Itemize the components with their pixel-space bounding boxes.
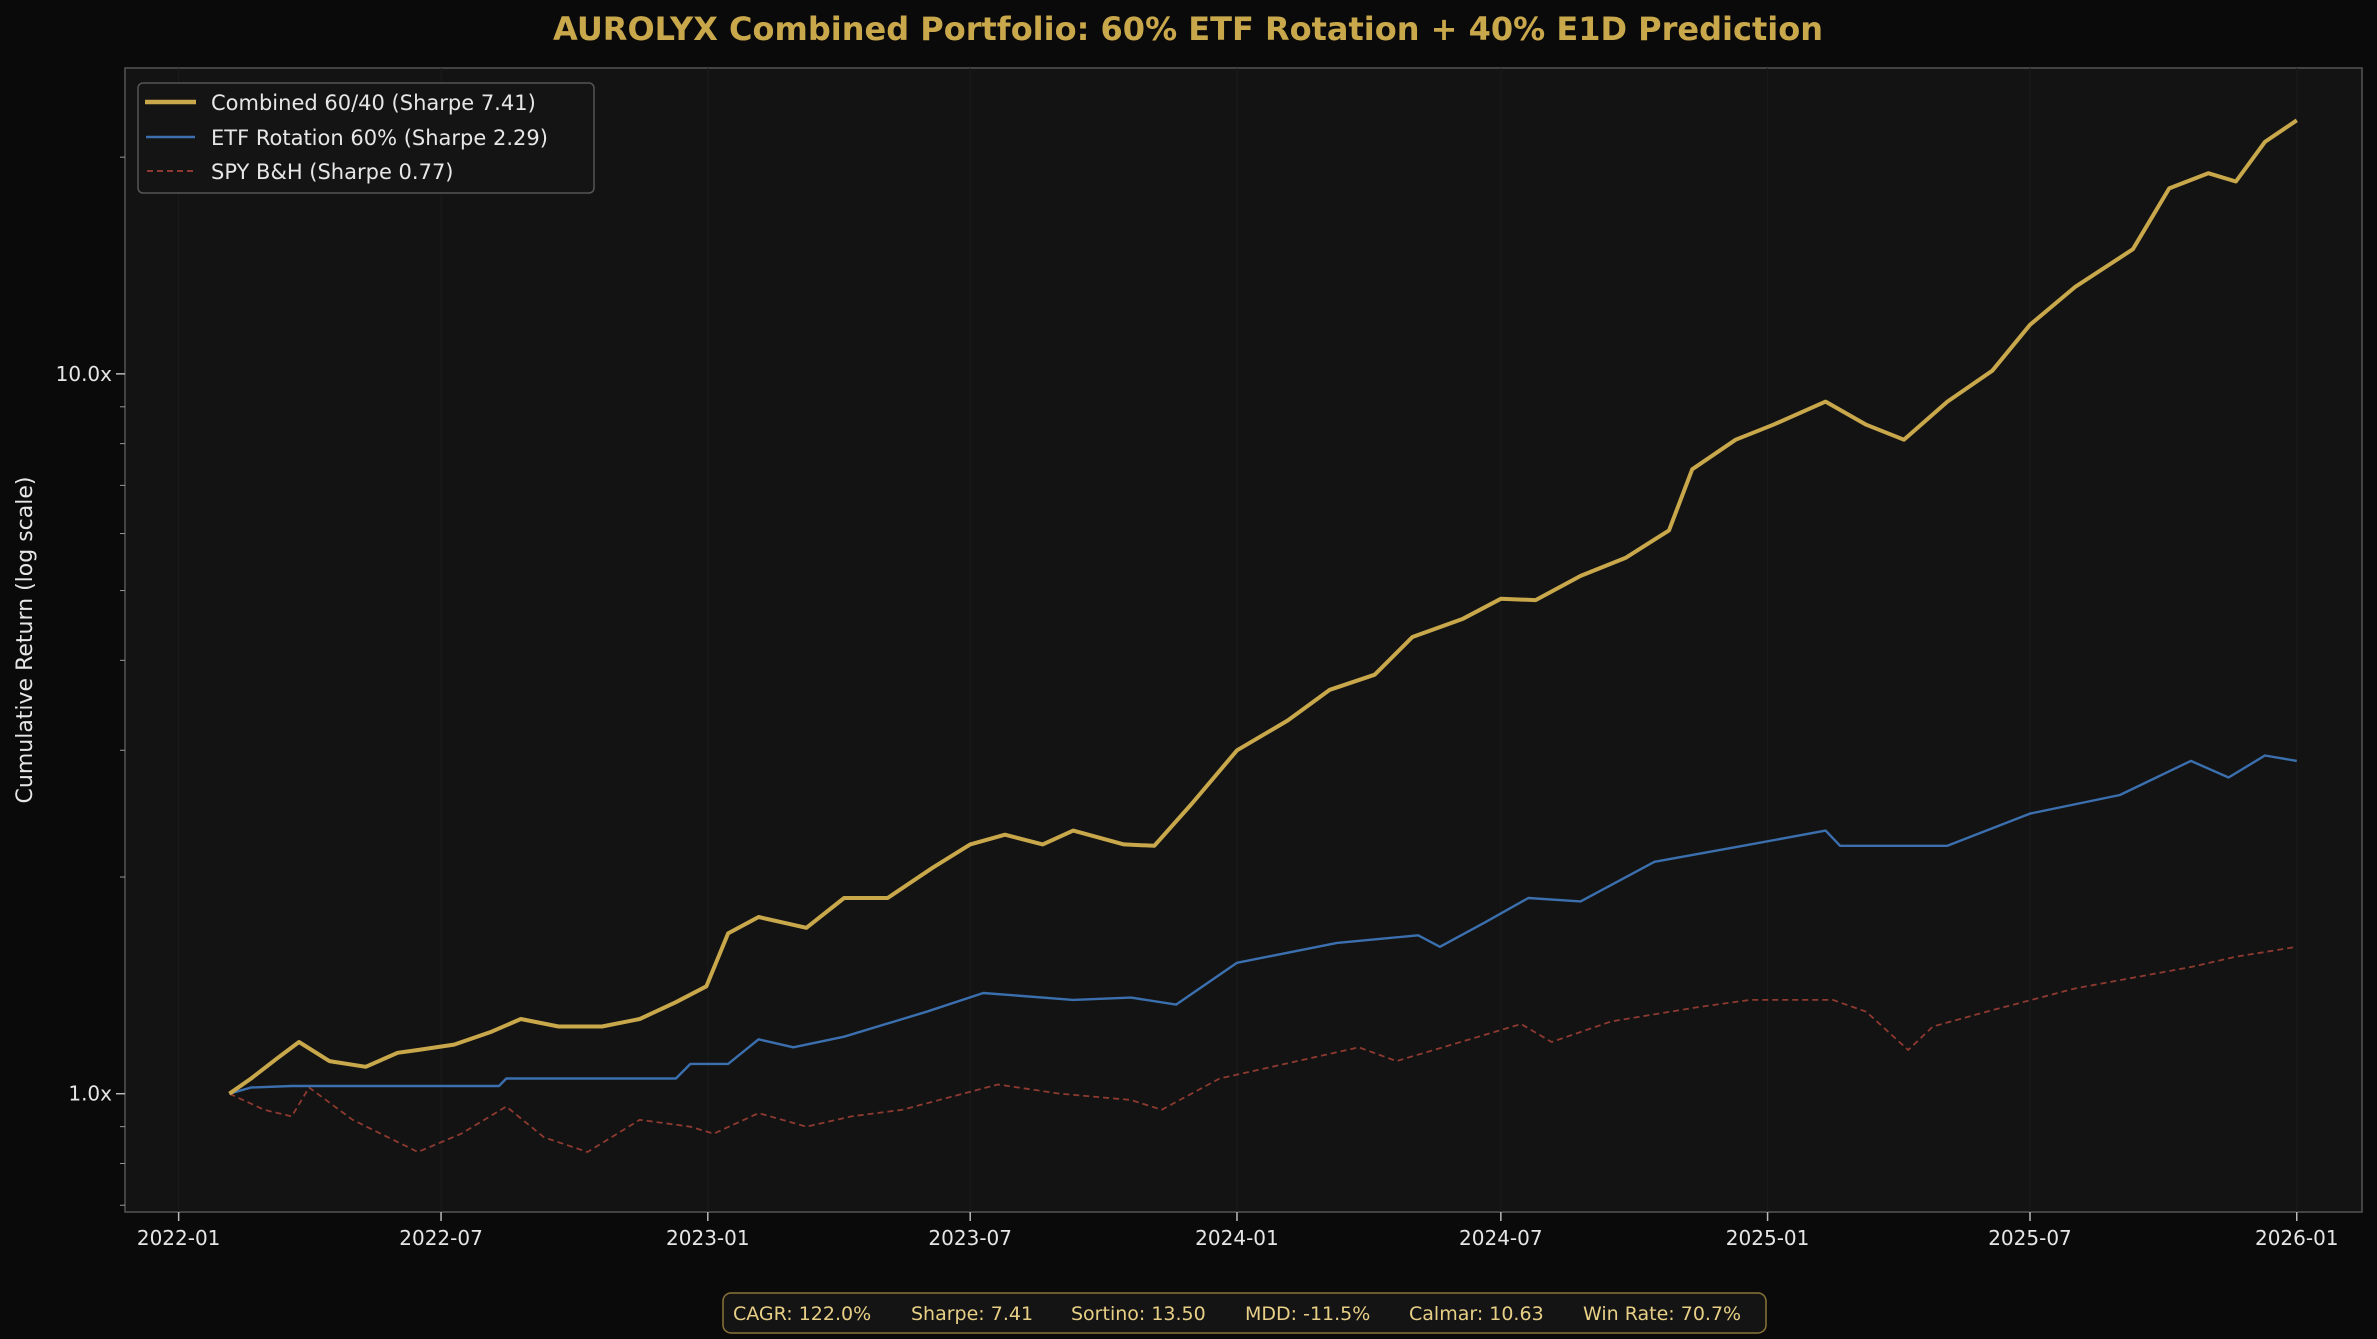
y-axis: 1.0x 10.0x: [56, 156, 125, 1206]
chart-title: AUROLYX Combined Portfolio: 60% ETF Rota…: [553, 10, 1823, 48]
stats-box-frame: [722, 1292, 1767, 1334]
y-tick-label: 10.0x: [56, 362, 113, 386]
x-tick-label: 2024-07: [1459, 1226, 1543, 1250]
stat-sortino: Sortino: 13.50: [1071, 1303, 1206, 1325]
stat-cagr: CAGR: 122.0%: [733, 1303, 871, 1325]
legend-label-etf: ETF Rotation 60% (Sharpe 2.29): [211, 126, 548, 150]
legend-label-combined: Combined 60/40 (Sharpe 7.41): [211, 91, 536, 115]
x-tick-label: 2022-01: [137, 1226, 221, 1250]
stat-mdd: MDD: -11.5%: [1245, 1303, 1370, 1325]
series-lines: [228, 118, 2298, 1153]
y-axis-label: Cumulative Return (log scale): [13, 477, 38, 804]
stats-box: CAGR: 122.0% Sharpe: 7.41 Sortino: 13.50…: [722, 1292, 1767, 1334]
legend-label-spy: SPY B&H (Sharpe 0.77): [211, 160, 454, 184]
legend: Combined 60/40 (Sharpe 7.41) ETF Rotatio…: [137, 82, 595, 194]
legend-box: [137, 82, 595, 194]
plot-area: [124, 67, 2363, 1213]
x-axis: 2022-01 2022-07 2023-01 2023-07 2024-01 2024-…: [137, 68, 2339, 1250]
x-tick-label: 2023-07: [928, 1226, 1012, 1250]
series-line-spy: [229, 945, 2297, 1153]
stat-win-rate: Win Rate: 70.7%: [1583, 1303, 1741, 1325]
x-tick-label: 2025-07: [1988, 1226, 2072, 1250]
x-tick-label: 2023-01: [666, 1226, 750, 1250]
x-tick-label: 2025-01: [1726, 1226, 1810, 1250]
stat-calmar: Calmar: 10.63: [1409, 1303, 1544, 1325]
series-line-combined: [228, 118, 2298, 1096]
x-tick-label: 2024-01: [1195, 1226, 1279, 1250]
stat-sharpe: Sharpe: 7.41: [911, 1303, 1033, 1325]
series-line-etf: [229, 754, 2298, 1095]
x-tick-label: 2022-07: [399, 1226, 483, 1250]
y-tick-label: 1.0x: [68, 1082, 112, 1106]
x-tick-label: 2026-01: [2255, 1226, 2339, 1250]
